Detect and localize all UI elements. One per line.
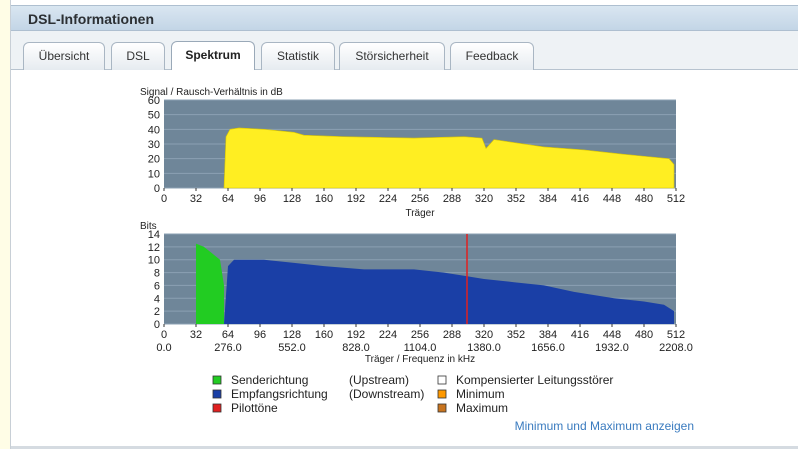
snr-x-tick-label: 160	[315, 193, 333, 205]
bits-y-tick-label: 10	[148, 255, 160, 267]
bits-x-tick-label: 224	[379, 329, 397, 341]
bits-freq-tick-label: 1932.0	[595, 342, 629, 354]
bits-freq-tick-label: 276.0	[214, 342, 242, 354]
snr-y-tick-label: 60	[148, 95, 160, 107]
bits-x-tick-label: 64	[222, 329, 234, 341]
upstream-area	[196, 243, 224, 324]
bits-x-tick-label: 128	[283, 329, 301, 341]
bits-y-tick-label: 8	[154, 268, 160, 280]
snr-area-path	[223, 127, 675, 189]
bits-freq-tick-label: 1380.0	[467, 342, 501, 354]
bits-freq-tick-label: 1104.0	[404, 342, 437, 354]
bits-freq-ticks: 0.0 276.0 552.0 828.0 1104.0 1380.0 1656.0 1932…	[156, 342, 692, 354]
bits-x-tick-label: 160	[315, 329, 333, 341]
bits-chart-xlabel: Träger / Frequenz in kHz	[365, 354, 475, 365]
legend-note-downstream: (Downstream)	[349, 387, 424, 401]
snr-area	[223, 127, 675, 189]
tab-bar: Übersicht DSL Spektrum Statistik Störsic…	[11, 31, 798, 71]
bits-y-tick-label: 14	[148, 229, 160, 241]
legend-swatch-compensated	[437, 375, 447, 385]
bits-areas	[196, 234, 674, 324]
snr-x-tick-label: 416	[571, 193, 589, 205]
legend-swatch-maximum	[437, 403, 447, 413]
tab-uebersicht[interactable]: Übersicht	[23, 42, 105, 70]
legend: Senderichtung (Upstream) Empfangsrichtun…	[212, 373, 613, 415]
bits-y-tick-label: 4	[154, 293, 160, 305]
tab-statistik[interactable]: Statistik	[261, 42, 335, 70]
snr-x-tick-label: 288	[443, 193, 461, 205]
bits-x-tick-label: 384	[539, 329, 557, 341]
bits-freq-tick-label: 0.0	[156, 342, 171, 354]
snr-x-tick-label: 224	[379, 193, 397, 205]
bits-x-tick-label: 352	[507, 329, 525, 341]
tab-spektrum[interactable]: Spektrum	[171, 41, 255, 71]
bits-x-tick-label: 0	[161, 329, 167, 341]
legend-label-upstream: Senderichtung	[231, 373, 308, 387]
page-title: DSL-Informationen	[28, 11, 154, 27]
bits-freq-tick-label: 1656.0	[531, 342, 565, 354]
legend-swatch-upstream	[212, 375, 222, 385]
snr-x-tick-label: 0	[161, 193, 167, 205]
snr-y-tick-label: 0	[154, 183, 160, 195]
snr-x-tick-label: 352	[507, 193, 525, 205]
panel-header: DSL-Informationen	[11, 5, 798, 31]
bits-y-tick-label: 2	[154, 306, 160, 318]
bits-x-tick-label: 192	[347, 329, 365, 341]
snr-x-tick-label: 64	[222, 193, 234, 205]
snr-x-tick-label: 384	[539, 193, 557, 205]
snr-x-tick-label: 256	[411, 193, 429, 205]
snr-y-ticks: 0 10 20 30 40 50 60	[148, 95, 160, 195]
snr-x-tick-label: 320	[475, 193, 493, 205]
bits-x-ticks: 0 32 64 96 128 160 192 224 256 288 320 352 384 416 448…	[161, 324, 685, 341]
bottom-divider	[11, 446, 798, 449]
bits-x-tick-label: 512	[667, 329, 685, 341]
tab-stoersicherheit[interactable]: Störsicherheit	[339, 42, 445, 70]
bits-x-tick-label: 96	[254, 329, 266, 341]
bits-y-tick-label: 0	[154, 319, 160, 331]
bits-x-tick-label: 448	[603, 329, 621, 341]
snr-y-tick-label: 50	[148, 110, 160, 122]
snr-x-tick-label: 96	[254, 193, 266, 205]
snr-x-tick-label: 128	[283, 193, 301, 205]
legend-label-downstream: Empfangsrichtung	[231, 387, 328, 401]
downstream-area	[224, 259, 674, 324]
snr-y-tick-label: 20	[148, 154, 160, 166]
bits-x-tick-label: 480	[635, 329, 653, 341]
bits-y-tick-label: 6	[154, 280, 160, 292]
legend-label-minimum: Minimum	[456, 387, 505, 401]
snr-y-tick-label: 40	[148, 124, 160, 136]
tab-dsl[interactable]: DSL	[111, 42, 165, 70]
legend-label-maximum: Maximum	[456, 401, 508, 415]
snr-x-tick-label: 448	[603, 193, 621, 205]
snr-x-tick-label: 32	[190, 193, 202, 205]
bits-freq-tick-label: 828.0	[342, 342, 370, 354]
bits-x-tick-label: 416	[571, 329, 589, 341]
bits-chart-ylabel: Bits	[140, 221, 157, 232]
snr-chart-xlabel: Träger	[405, 208, 435, 219]
bits-x-tick-label: 320	[475, 329, 493, 341]
snr-chart-ylabel: Signal / Rausch-Verhältnis in dB	[140, 87, 283, 98]
show-min-max-link[interactable]: Minimum und Maximum anzeigen	[515, 419, 694, 433]
snr-y-tick-label: 30	[148, 139, 160, 151]
snr-y-tick-label: 10	[148, 168, 160, 180]
bits-freq-tick-label: 2208.0	[659, 342, 693, 354]
snr-x-tick-label: 480	[635, 193, 653, 205]
tab-feedback[interactable]: Feedback	[450, 42, 534, 70]
snr-x-tick-label: 512	[667, 193, 685, 205]
bits-freq-tick-label: 552.0	[278, 342, 306, 354]
legend-label-compensated: Kompensierter Leitungsstörer	[456, 373, 613, 387]
snr-x-tick-label: 192	[347, 193, 365, 205]
legend-label-pilot: Pilottöne	[231, 401, 278, 415]
bits-x-tick-label: 32	[190, 329, 202, 341]
bits-x-tick-label: 288	[443, 329, 461, 341]
legend-swatch-pilot	[212, 403, 222, 413]
legend-note-upstream: (Upstream)	[349, 373, 409, 387]
bits-x-tick-label: 256	[411, 329, 429, 341]
snr-x-ticks: 0 32 64 96 128 160 192 224 256 288 320 352 384 416 448…	[161, 188, 685, 205]
legend-swatch-minimum	[437, 389, 447, 399]
bits-y-tick-label: 12	[148, 242, 160, 254]
legend-swatch-downstream	[212, 389, 222, 399]
